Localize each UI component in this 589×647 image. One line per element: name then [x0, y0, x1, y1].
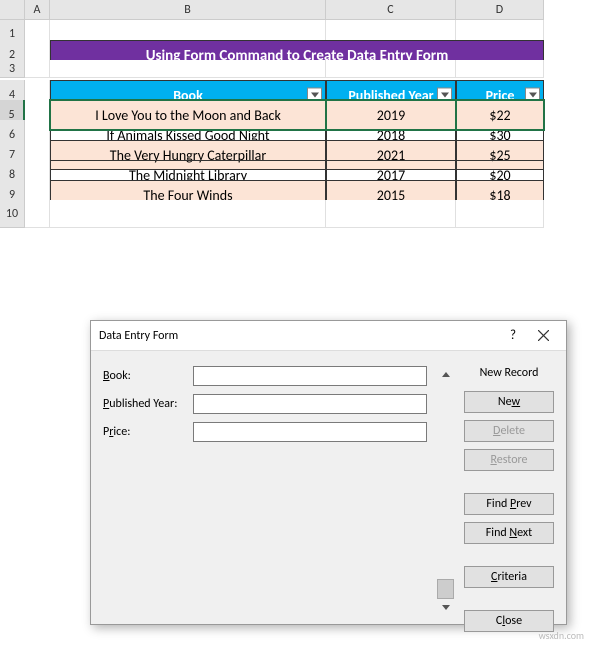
cell[interactable]	[326, 200, 456, 228]
price-input[interactable]	[193, 422, 427, 442]
record-status: New Record	[464, 366, 554, 380]
year-input[interactable]	[193, 394, 427, 414]
watermark: wsxdn.com	[539, 629, 584, 642]
scroll-up-icon[interactable]	[437, 366, 454, 383]
cell[interactable]	[25, 200, 50, 228]
row-header-10[interactable]: 10	[0, 200, 25, 228]
table-cell[interactable]: $22	[456, 100, 544, 130]
close-icon[interactable]	[528, 322, 558, 350]
col-header-a[interactable]: A	[25, 0, 50, 20]
cell[interactable]	[50, 60, 326, 78]
cell[interactable]	[456, 200, 544, 228]
restore-button[interactable]: Restore	[464, 449, 554, 471]
book-label: Book:	[103, 369, 193, 383]
cell[interactable]	[50, 200, 326, 228]
help-button[interactable]: ?	[498, 322, 528, 350]
cell[interactable]	[326, 60, 456, 78]
spreadsheet-grid: A B C D 1 2 Using Form Command to Create…	[0, 0, 589, 220]
criteria-button[interactable]: Criteria	[464, 566, 554, 588]
dialog-buttons: New Record New Delete Restore Find Prev …	[464, 366, 554, 632]
scroll-thumb[interactable]	[437, 579, 454, 599]
find-next-button[interactable]: Find Next	[464, 522, 554, 544]
table-cell[interactable]: I Love You to the Moon and Back	[50, 100, 326, 130]
col-header-c[interactable]: C	[326, 0, 456, 20]
table-cell[interactable]: 2019	[326, 100, 456, 130]
select-all-corner[interactable]	[0, 0, 25, 20]
scroll-track[interactable]	[437, 383, 454, 599]
dialog-title: Data Entry Form	[99, 329, 498, 343]
delete-button[interactable]: Delete	[464, 420, 554, 442]
record-scrollbar[interactable]	[437, 366, 454, 616]
col-header-d[interactable]: D	[456, 0, 544, 20]
dialog-titlebar[interactable]: Data Entry Form ?	[91, 321, 566, 351]
cell[interactable]	[456, 60, 544, 78]
scroll-down-icon[interactable]	[437, 599, 454, 616]
book-input[interactable]	[193, 366, 427, 386]
cell[interactable]	[25, 60, 50, 78]
find-prev-button[interactable]: Find Prev	[464, 493, 554, 515]
price-label: Price:	[103, 425, 193, 439]
data-entry-form-dialog: Data Entry Form ? Book: Published Year: …	[90, 320, 567, 625]
row-header-3[interactable]: 3	[0, 60, 25, 78]
new-button[interactable]: New	[464, 391, 554, 413]
col-header-b[interactable]: B	[50, 0, 326, 20]
form-fields: Book: Published Year: Price:	[103, 366, 427, 632]
year-label: Published Year:	[103, 397, 193, 411]
